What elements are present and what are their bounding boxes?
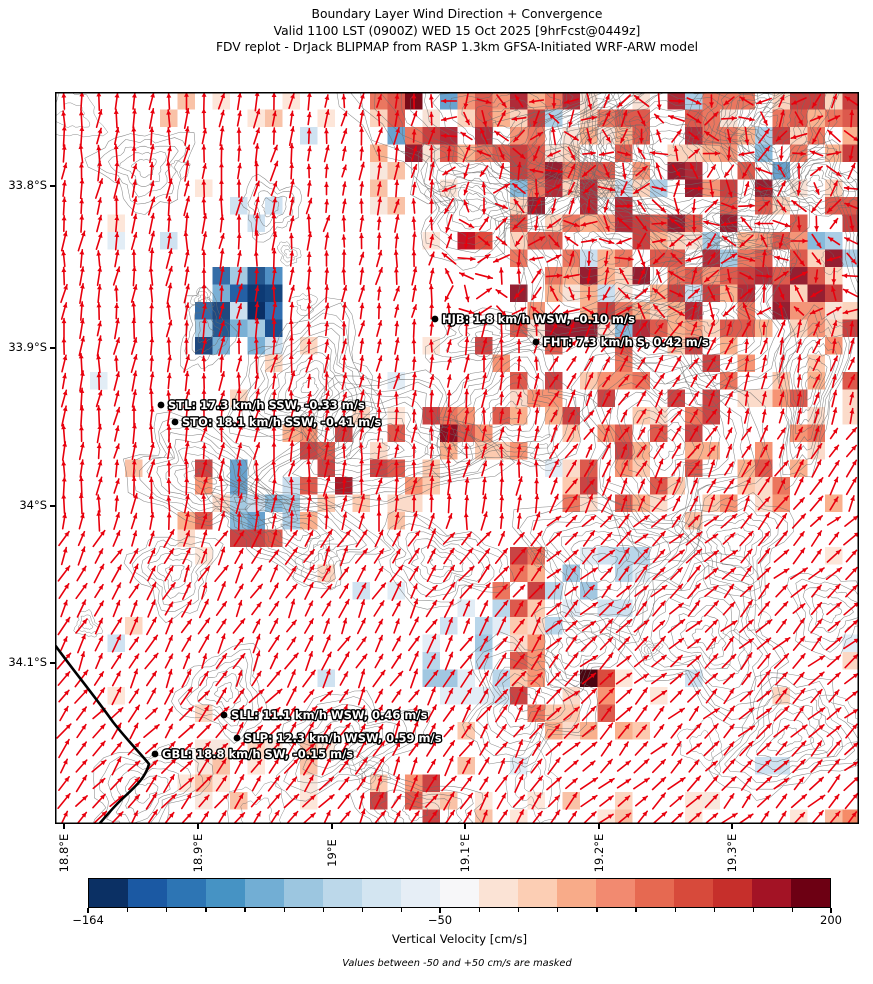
figure-title: Boundary Layer Wind Direction + Converge…: [55, 6, 859, 56]
title-line-2: Valid 1100 LST (0900Z) WED 15 Oct 2025 […: [273, 23, 641, 38]
map-frame: [55, 92, 859, 824]
stations-layer: HJB: 1.8 km/h WSW, -0.10 m/s FHT: 7.3 km…: [151, 311, 710, 762]
colorbar-minor-tick: [166, 908, 168, 912]
station-dot: [220, 711, 228, 719]
colorbar-segment: [479, 879, 518, 907]
station-dot: [151, 750, 159, 758]
station-label: GBL: 18.8 km/h SW, -0.15 m/s: [162, 747, 353, 761]
station-gbl: GBL: 18.8 km/h SW, -0.15 m/s: [151, 746, 355, 762]
x-axis-label: 19.2°E: [592, 833, 606, 873]
colorbar-segment: [440, 879, 479, 907]
colorbar-major-tick: [439, 908, 441, 913]
colorbar-minor-tick: [205, 908, 207, 912]
station-dot: [171, 418, 179, 426]
station-dot: [431, 315, 439, 323]
y-axis-label: 33.9°S: [8, 340, 47, 354]
station-stl: STL: 17.3 km/h SSW, -0.33 m/s: [157, 397, 366, 413]
station-dot: [233, 734, 241, 742]
colorbar-major-tick: [830, 908, 832, 913]
station-label: SLL: 11.1 km/h WSW, 0.46 m/s: [231, 708, 428, 722]
masked-values-note: Values between -50 and +50 cm/s are mask…: [342, 958, 572, 969]
colorbar-segment: [245, 879, 284, 907]
colorbar-minor-tick: [283, 908, 285, 912]
colorbar: [88, 878, 831, 908]
station-sto: STO: 18.1 km/h SSW, -0.41 m/s: [171, 414, 383, 430]
colorbar-segment: [713, 879, 752, 907]
y-axis-tick: [50, 662, 55, 664]
station-fht: FHT: 7.3 km/h S, 0.42 m/s: [532, 334, 710, 350]
x-axis-label: 19°E: [325, 839, 339, 867]
station-dot: [532, 338, 540, 346]
colorbar-segment: [791, 879, 830, 907]
colorbar-tick-label: −164: [72, 913, 104, 927]
colorbar-segment: [206, 879, 245, 907]
colorbar-segment: [752, 879, 791, 907]
y-axis-label: 34°S: [19, 498, 47, 512]
colorbar-minor-tick: [596, 908, 598, 912]
x-axis-label: 19.3°E: [725, 833, 739, 873]
colorbar-minor-tick: [127, 908, 129, 912]
station-label: STO: 18.1 km/h SSW, -0.41 m/s: [182, 415, 381, 429]
colorbar-title: Vertical Velocity [cm/s]: [391, 932, 528, 946]
colorbar-segment: [89, 879, 128, 907]
colorbar-minor-tick: [752, 908, 754, 912]
station-dot: [157, 401, 165, 409]
colorbar-segment: [596, 879, 635, 907]
x-axis-label: 18.9°E: [191, 833, 205, 873]
station-sll: SLL: 11.1 km/h WSW, 0.46 m/s: [220, 707, 429, 723]
colorbar-segment: [401, 879, 440, 907]
colorbar-segment: [284, 879, 323, 907]
station-hjb: HJB: 1.8 km/h WSW, -0.10 m/s: [431, 311, 636, 327]
colorbar-minor-tick: [791, 908, 794, 912]
x-axis-tick: [464, 824, 466, 829]
x-axis-tick: [598, 824, 600, 829]
y-axis-tick: [50, 347, 55, 349]
colorbar-minor-tick: [557, 908, 559, 912]
x-axis-label: 18.8°E: [57, 833, 71, 873]
terrain-contours-layer: [55, 92, 859, 824]
colorbar-segment: [128, 879, 167, 907]
colorbar-segment: [323, 879, 362, 907]
colorbar-major-tick: [87, 908, 89, 913]
wind-arrows-layer: [56, 92, 859, 824]
colorbar-tick-label: 200: [820, 913, 842, 927]
x-axis-label: 19.1°E: [458, 833, 472, 873]
colorbar-minor-tick: [322, 908, 324, 912]
colorbar-segment: [557, 879, 596, 907]
colorbar-minor-tick: [674, 908, 676, 912]
x-axis-tick: [331, 824, 333, 829]
colorbar-minor-tick: [439, 908, 442, 912]
colorbar-minor-tick: [479, 908, 481, 912]
y-axis-label: 34.1°S: [8, 655, 47, 669]
station-slp: SLP: 12.3 km/h WSW, 0.59 m/s: [233, 730, 443, 746]
colorbar-segment: [635, 879, 674, 907]
y-axis-tick: [50, 185, 55, 187]
colorbar-minor-tick: [361, 908, 363, 912]
colorbar-tick-label: −50: [427, 913, 453, 927]
x-axis-tick: [197, 824, 199, 829]
title-line-3: FDV replot - DrJack BLIPMAP from RASP 1.…: [215, 40, 699, 55]
y-axis-tick: [50, 505, 55, 507]
x-axis-tick: [63, 824, 65, 829]
station-label: SLP: 12.3 km/h WSW, 0.59 m/s: [244, 731, 442, 745]
colorbar-segment: [674, 879, 713, 907]
coastline: [55, 644, 151, 824]
colorbar-minor-tick: [518, 908, 520, 912]
y-axis-label: 33.8°S: [8, 178, 47, 192]
title-line-1: Boundary Layer Wind Direction + Converge…: [311, 7, 603, 21]
colorbar-minor-tick: [244, 908, 246, 912]
colorbar-minor-tick: [713, 908, 715, 912]
colorbar-segment: [167, 879, 206, 907]
x-axis-tick: [731, 824, 733, 829]
colorbar-segment: [362, 879, 401, 907]
station-label: STL: 17.3 km/h SSW, -0.33 m/s: [168, 398, 365, 412]
colorbar-minor-tick: [635, 908, 637, 912]
station-label: FHT: 7.3 km/h S, 0.42 m/s: [543, 335, 709, 349]
colorbar-segment: [518, 879, 557, 907]
colorbar-minor-tick: [400, 908, 403, 912]
map-plot: HJB: 1.8 km/h WSW, -0.10 m/s FHT: 7.3 km…: [55, 92, 859, 824]
station-label: HJB: 1.8 km/h WSW, -0.10 m/s: [442, 312, 635, 326]
